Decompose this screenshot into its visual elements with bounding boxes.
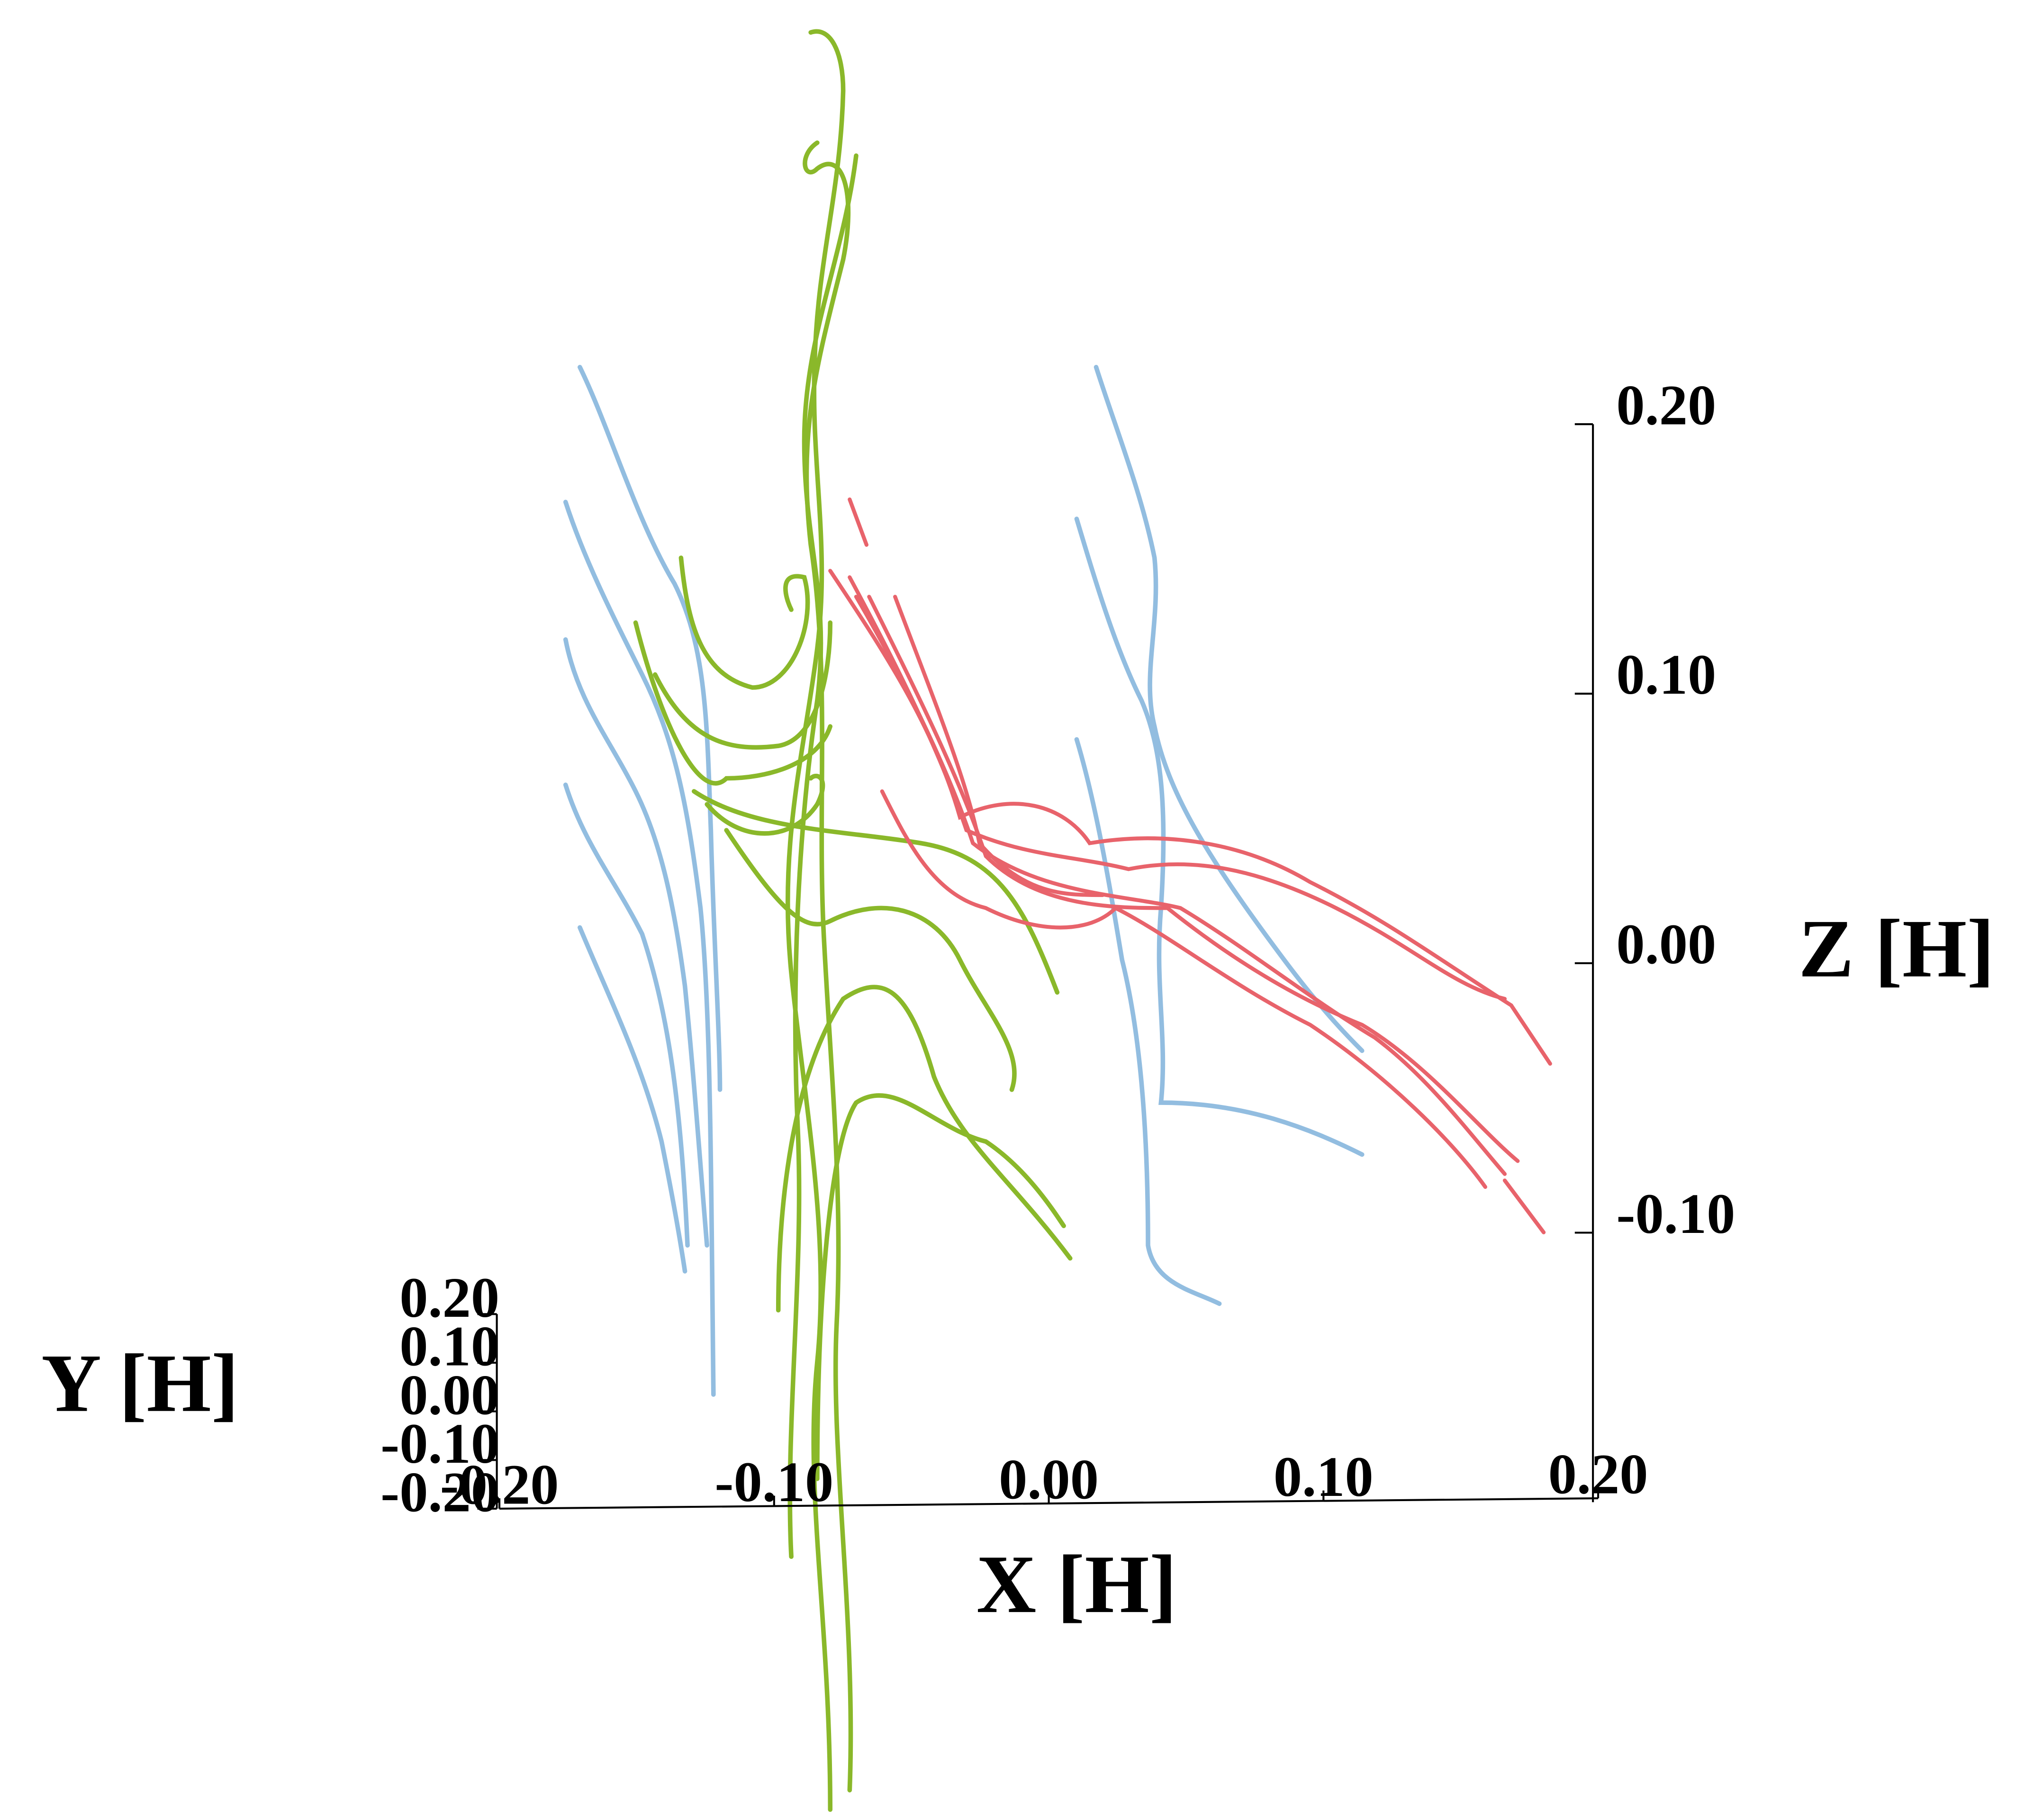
streamline xyxy=(854,595,1507,1176)
y-tick-label: 0.00 xyxy=(399,1364,499,1427)
y-axis-title: Y [H] xyxy=(41,1337,239,1429)
x-tick-label: -0.10 xyxy=(714,1451,833,1514)
streamline xyxy=(678,555,810,690)
streamline xyxy=(724,828,1017,1092)
streamline xyxy=(578,925,687,1274)
x-tick-label: -0.20 xyxy=(440,1453,559,1516)
streamline xyxy=(787,153,859,1559)
y-tick-label: 0.20 xyxy=(399,1267,499,1330)
streamline xyxy=(691,789,1060,995)
streamline xyxy=(880,789,1487,1189)
streamline xyxy=(848,497,1552,1234)
axes: X [H] Z [H] Y [H] -0.20 -0.10 0.00 0.10 0.20… xyxy=(41,374,1994,1630)
x-tick-label: 0.20 xyxy=(1548,1443,1648,1506)
streamline xyxy=(785,29,846,1812)
y-tick-label: 0.10 xyxy=(399,1315,499,1378)
streamline xyxy=(652,620,833,750)
streamline xyxy=(1094,364,1365,1053)
streamline xyxy=(633,620,833,786)
z-axis-title: Z [H] xyxy=(1799,903,1995,995)
z-tick-label: 0.20 xyxy=(1616,374,1716,437)
streamline xyxy=(1074,516,1365,1157)
streamline xyxy=(776,985,1073,1313)
streamline xyxy=(705,774,825,836)
z-tick-label: 0.00 xyxy=(1616,913,1716,976)
streamline xyxy=(893,595,1105,897)
streamline xyxy=(1074,737,1222,1306)
y-tick-label: -0.20 xyxy=(380,1461,499,1524)
streamlines xyxy=(563,29,1552,1812)
streamline xyxy=(563,499,716,1397)
streamline xyxy=(563,782,690,1248)
x-tick-label: 0.10 xyxy=(1274,1446,1374,1509)
streamline xyxy=(815,1093,1066,1481)
y-tick-label: -0.10 xyxy=(380,1413,499,1476)
x-tick-label: 0.00 xyxy=(999,1448,1099,1511)
streamline xyxy=(867,595,1520,1163)
streamline xyxy=(578,364,723,1092)
x-axis-title: X [H] xyxy=(976,1538,1177,1630)
streamline xyxy=(563,637,709,1248)
z-tick-label: -0.10 xyxy=(1616,1183,1735,1246)
streamline xyxy=(803,140,853,1793)
z-tick-label: 0.10 xyxy=(1616,643,1716,706)
